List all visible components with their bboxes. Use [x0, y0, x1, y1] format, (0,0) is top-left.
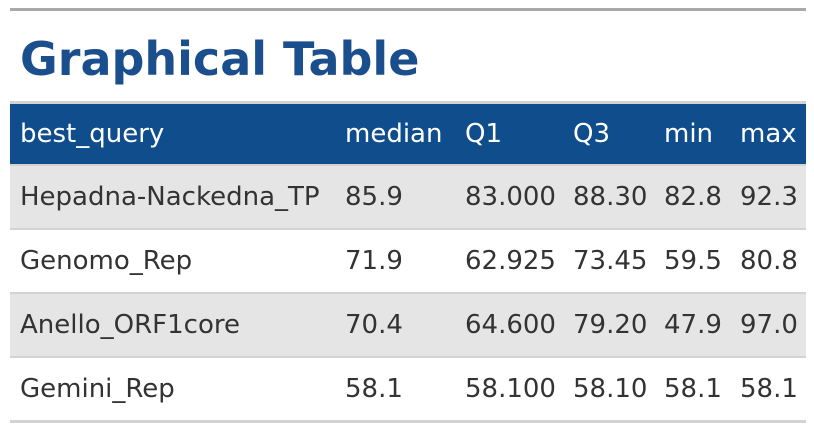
- cell-max: 58.1: [730, 356, 806, 422]
- cell-median: 85.9: [335, 164, 455, 229]
- table-row: Anello_ORF1core 70.4 64.600 79.20 47.9 9…: [10, 292, 806, 357]
- cell-q1: 58.100: [455, 356, 563, 422]
- page-title: Graphical Table: [20, 32, 420, 86]
- cell-min: 59.5: [654, 228, 730, 293]
- column-header-min: min: [664, 119, 714, 149]
- column-header-median: median: [345, 119, 443, 149]
- column-header-best-query: best_query: [20, 119, 165, 149]
- cell-max: 97.0: [730, 292, 806, 357]
- cell-q1: 62.925: [455, 228, 563, 293]
- top-divider: [10, 8, 806, 11]
- cell-q3: 88.30: [563, 164, 654, 229]
- cell-best-query: Genomo_Rep: [10, 228, 335, 293]
- cell-q3: 73.45: [563, 228, 654, 293]
- cell-best-query: Anello_ORF1core: [10, 292, 335, 357]
- cell-q3: 58.10: [563, 356, 654, 422]
- cell-min: 82.8: [654, 164, 730, 229]
- table-container: Graphical Table best_query median Q1 Q3 …: [10, 8, 806, 423]
- cell-best-query: Gemini_Rep: [10, 356, 335, 422]
- cell-q3: 79.20: [563, 292, 654, 357]
- cell-max: 92.3: [730, 164, 806, 229]
- header-row: best_query median Q1 Q3 min max: [10, 102, 806, 165]
- cell-max: 80.8: [730, 228, 806, 293]
- cell-median: 71.9: [335, 228, 455, 293]
- table-row: Genomo_Rep 71.9 62.925 73.45 59.5 80.8: [10, 228, 806, 293]
- table-row: Hepadna-Nackedna_TP 85.9 83.000 88.30 82…: [10, 164, 806, 229]
- data-table: best_query median Q1 Q3 min max Hepadna-…: [10, 101, 806, 423]
- cell-median: 70.4: [335, 292, 455, 357]
- column-header-max: max: [740, 119, 797, 149]
- cell-q1: 64.600: [455, 292, 563, 357]
- column-header-q3: Q3: [573, 119, 611, 149]
- cell-best-query: Hepadna-Nackedna_TP: [10, 164, 335, 229]
- table-row: Gemini_Rep 58.1 58.100 58.10 58.1 58.1: [10, 356, 806, 422]
- cell-min: 47.9: [654, 292, 730, 357]
- column-header-q1: Q1: [465, 119, 503, 149]
- cell-q1: 83.000: [455, 164, 563, 229]
- cell-min: 58.1: [654, 356, 730, 422]
- cell-median: 58.1: [335, 356, 455, 422]
